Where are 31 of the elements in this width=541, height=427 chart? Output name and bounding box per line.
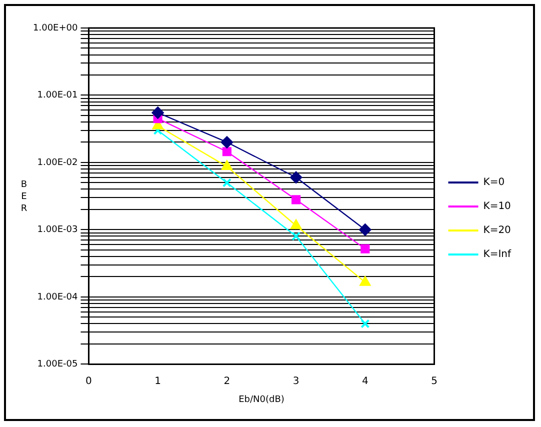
x-tick-label: 1 xyxy=(154,376,162,387)
point xyxy=(292,232,301,241)
point xyxy=(360,244,370,254)
x-tick-label: 0 xyxy=(86,376,92,387)
y-tick-label: 1.00E-04 xyxy=(37,292,78,302)
y-tick-label: 1.00E-03 xyxy=(37,225,78,236)
point xyxy=(290,171,302,184)
x-tick-label: 2 xyxy=(224,376,230,387)
x-tick-label: 4 xyxy=(362,376,368,387)
y-tick-label: 1.00E-01 xyxy=(37,90,78,101)
point xyxy=(220,136,233,148)
point xyxy=(292,195,301,204)
legend-label: K=10 xyxy=(483,201,511,212)
y-tick-label: 1.00E+00 xyxy=(33,23,78,34)
point xyxy=(359,224,372,236)
x-tick-label: 5 xyxy=(431,376,438,387)
legend-label: K=0 xyxy=(483,177,505,188)
point xyxy=(360,319,370,328)
y-tick-label: 1.00E-02 xyxy=(37,158,78,168)
legend-label: K=Inf xyxy=(483,249,512,260)
point xyxy=(222,160,232,170)
x-tick-label: 3 xyxy=(292,376,300,387)
point xyxy=(152,106,164,119)
point xyxy=(222,147,232,156)
y-tick-label: 1.00E-05 xyxy=(37,360,78,370)
x-axis-title: Eb/N0(dB) xyxy=(238,394,284,405)
point xyxy=(222,178,232,188)
point xyxy=(360,276,370,286)
y-axis-title: BER xyxy=(20,180,28,214)
point xyxy=(290,220,302,230)
legend-label: K=20 xyxy=(483,225,511,236)
